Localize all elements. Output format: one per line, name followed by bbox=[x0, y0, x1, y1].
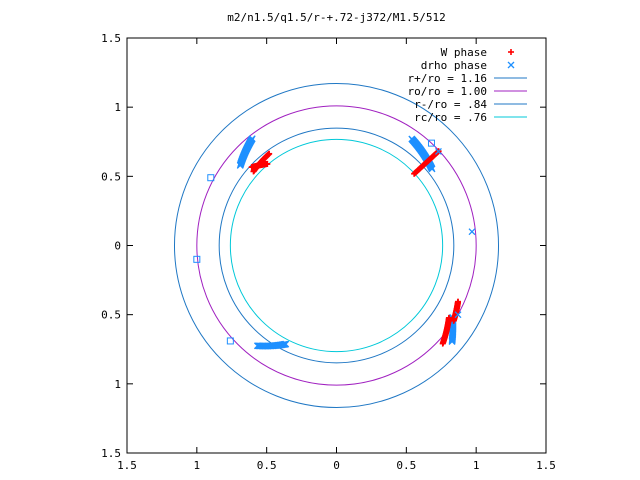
legend-label: r-/ro = .84 bbox=[414, 98, 487, 111]
isolated-cross-marker bbox=[434, 147, 442, 155]
radius-circle bbox=[229, 138, 444, 353]
drho-phase-point bbox=[248, 135, 256, 143]
isolated-cross-marker-b bbox=[454, 311, 462, 319]
x-tick-label: 1 bbox=[473, 459, 480, 472]
isolated-square-marker bbox=[226, 337, 234, 345]
chart-title: m2/n1.5/q1.5/r-+.72-j372/M1.5/512 bbox=[227, 11, 446, 24]
radius-circle bbox=[218, 127, 455, 364]
legend-label: r+/ro = 1.16 bbox=[408, 72, 487, 85]
legend-label: drho phase bbox=[421, 59, 487, 72]
legend-swatch-marker bbox=[508, 49, 514, 55]
drho-phase-point-b bbox=[408, 135, 416, 143]
legend-label: W phase bbox=[441, 46, 487, 59]
x-tick-label: 1.5 bbox=[117, 459, 137, 472]
drho-phase-point bbox=[253, 342, 261, 350]
x-tick-label: 1 bbox=[194, 459, 201, 472]
axis-ticks: 1.5 1 0.5 0 0.5 1 1.51.510.500.511.5 bbox=[101, 32, 556, 472]
isolated-cross-marker bbox=[468, 228, 476, 236]
isolated-square-marker bbox=[207, 174, 215, 182]
w-phase-point bbox=[439, 340, 446, 347]
phase-markers bbox=[193, 135, 476, 350]
isolated-cross-marker-b bbox=[434, 147, 442, 155]
radius-circle bbox=[173, 82, 500, 409]
legend-swatch-marker-b bbox=[507, 61, 515, 69]
radius-circle bbox=[196, 105, 477, 386]
w-phase-point bbox=[266, 150, 273, 157]
isolated-square-marker bbox=[427, 139, 435, 147]
w-phase-point bbox=[450, 317, 457, 324]
radius-circles bbox=[173, 82, 500, 409]
y-tick-label: 1.5 bbox=[101, 32, 121, 45]
x-tick-label: 0 bbox=[333, 459, 340, 472]
x-tick-label: 0.5 bbox=[257, 459, 277, 472]
legend-label: ro/ro = 1.00 bbox=[408, 85, 487, 98]
drho-phase-point bbox=[408, 135, 416, 143]
y-tick-label: 1.5 bbox=[101, 447, 121, 460]
isolated-cross-marker-b bbox=[468, 228, 476, 236]
drho-phase-point-b bbox=[448, 338, 456, 345]
legend-label: rc/ro = .76 bbox=[414, 111, 487, 124]
y-tick-label: 0 bbox=[114, 240, 121, 253]
y-tick-label: 0.5 bbox=[101, 170, 121, 183]
y-tick-label: 0.5 bbox=[101, 309, 121, 322]
legend-swatch-marker bbox=[507, 61, 515, 69]
y-tick-label: 1 bbox=[114, 101, 121, 114]
x-tick-label: 1.5 bbox=[536, 459, 556, 472]
drho-phase-point bbox=[448, 338, 456, 345]
y-tick-label: 1 bbox=[114, 378, 121, 391]
x-tick-label: 0.5 bbox=[396, 459, 416, 472]
isolated-cross-marker bbox=[454, 311, 462, 319]
isolated-square-marker bbox=[193, 255, 201, 263]
drho-phase-point-b bbox=[248, 135, 256, 143]
drho-phase-point-b bbox=[253, 342, 261, 350]
